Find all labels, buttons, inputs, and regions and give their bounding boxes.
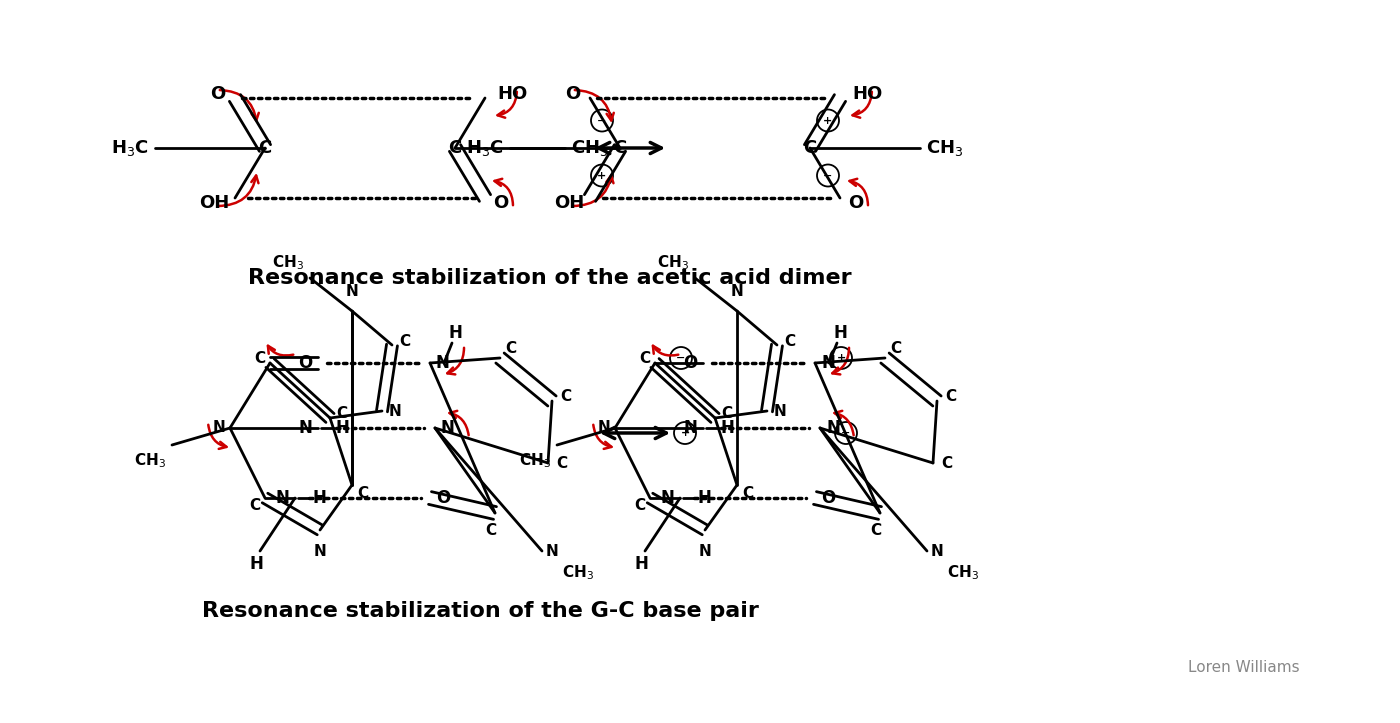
- Text: C: C: [448, 139, 462, 157]
- Text: C: C: [253, 351, 265, 366]
- Text: H: H: [697, 489, 711, 507]
- FancyArrowPatch shape: [218, 176, 259, 206]
- Text: O: O: [493, 194, 508, 212]
- Text: N: N: [683, 419, 697, 437]
- Text: Loren Williams: Loren Williams: [1189, 661, 1301, 675]
- FancyArrowPatch shape: [209, 425, 227, 449]
- FancyArrowPatch shape: [573, 176, 613, 206]
- Text: HO: HO: [497, 85, 528, 103]
- Text: C: C: [613, 139, 627, 157]
- Text: O: O: [564, 85, 580, 103]
- FancyArrowPatch shape: [494, 179, 512, 205]
- FancyArrowPatch shape: [850, 179, 868, 205]
- Text: O: O: [298, 354, 312, 372]
- Text: N: N: [699, 544, 711, 559]
- Text: N: N: [298, 419, 312, 437]
- Text: H$_3$C: H$_3$C: [466, 138, 504, 158]
- Text: C: C: [784, 333, 795, 348]
- Text: O: O: [210, 85, 225, 103]
- Text: O: O: [435, 489, 451, 507]
- Text: N: N: [346, 284, 358, 299]
- Text: H$_3$C: H$_3$C: [111, 138, 148, 158]
- Text: CH$_3$: CH$_3$: [571, 138, 609, 158]
- Text: −: −: [598, 116, 606, 126]
- FancyArrowPatch shape: [449, 411, 469, 435]
- Text: C: C: [945, 388, 956, 403]
- Text: C: C: [556, 455, 567, 471]
- Text: C: C: [634, 498, 645, 513]
- Text: +: +: [598, 171, 606, 181]
- Text: H: H: [335, 419, 349, 437]
- Text: C: C: [871, 523, 882, 538]
- FancyArrowPatch shape: [853, 92, 872, 118]
- Text: C: C: [505, 341, 517, 356]
- Text: Resonance stabilization of the G-C base pair: Resonance stabilization of the G-C base …: [202, 601, 759, 621]
- Text: N: N: [435, 354, 449, 372]
- Text: C: C: [399, 333, 410, 348]
- Text: C: C: [336, 406, 347, 421]
- Text: CH$_3$: CH$_3$: [272, 253, 304, 272]
- Text: CH$_3$: CH$_3$: [657, 253, 689, 272]
- Text: CH$_3$: CH$_3$: [134, 451, 167, 470]
- Text: CH$_3$: CH$_3$: [561, 563, 594, 582]
- Text: C: C: [890, 341, 902, 356]
- Text: O: O: [848, 194, 864, 212]
- Text: N: N: [774, 403, 787, 419]
- Text: −: −: [676, 353, 686, 363]
- Text: H: H: [833, 324, 847, 342]
- Text: OH: OH: [199, 194, 230, 212]
- Text: C: C: [742, 486, 753, 500]
- Text: H: H: [312, 489, 326, 507]
- Text: C: C: [804, 139, 816, 157]
- Text: C: C: [259, 139, 272, 157]
- Text: C: C: [249, 498, 260, 513]
- Text: C: C: [721, 406, 732, 421]
- Text: CH$_3$: CH$_3$: [946, 563, 979, 582]
- Text: N: N: [598, 421, 610, 435]
- Text: O: O: [820, 489, 836, 507]
- FancyArrowPatch shape: [220, 90, 259, 121]
- Text: C: C: [941, 455, 952, 471]
- FancyArrowPatch shape: [603, 427, 666, 439]
- Text: +: +: [680, 428, 690, 438]
- FancyArrowPatch shape: [594, 425, 612, 449]
- Text: N: N: [546, 544, 559, 558]
- FancyArrowPatch shape: [497, 92, 517, 118]
- Text: +: +: [836, 353, 846, 363]
- Text: N: N: [213, 421, 225, 435]
- Text: O: O: [683, 354, 697, 372]
- FancyArrowPatch shape: [448, 348, 463, 375]
- Text: −: −: [823, 171, 833, 181]
- Text: C: C: [638, 351, 650, 366]
- Text: C: C: [357, 486, 368, 500]
- Text: H: H: [249, 555, 263, 573]
- Text: H: H: [720, 419, 734, 437]
- Text: CH$_3$: CH$_3$: [519, 451, 552, 470]
- Text: N: N: [931, 544, 944, 558]
- Text: N: N: [314, 544, 326, 559]
- Text: N: N: [826, 419, 840, 437]
- Text: +: +: [823, 116, 833, 126]
- Text: Resonance stabilization of the acetic acid dimer: Resonance stabilization of the acetic ac…: [248, 268, 851, 288]
- Text: N: N: [389, 403, 402, 419]
- Text: H: H: [634, 555, 648, 573]
- Text: N: N: [820, 354, 834, 372]
- FancyArrowPatch shape: [599, 142, 661, 153]
- FancyArrowPatch shape: [834, 411, 854, 435]
- FancyArrowPatch shape: [575, 90, 613, 121]
- Text: HO: HO: [853, 85, 882, 103]
- Text: N: N: [731, 284, 743, 299]
- Text: H: H: [448, 324, 462, 342]
- FancyArrowPatch shape: [833, 348, 848, 375]
- Text: C: C: [486, 523, 497, 538]
- FancyArrowPatch shape: [267, 346, 294, 356]
- Text: N: N: [661, 489, 673, 507]
- FancyArrowPatch shape: [652, 346, 679, 356]
- Text: CH$_3$: CH$_3$: [925, 138, 963, 158]
- Text: N: N: [441, 419, 455, 437]
- Text: C: C: [560, 388, 571, 403]
- Text: −: −: [841, 428, 851, 438]
- Text: N: N: [276, 489, 288, 507]
- Text: OH: OH: [554, 194, 584, 212]
